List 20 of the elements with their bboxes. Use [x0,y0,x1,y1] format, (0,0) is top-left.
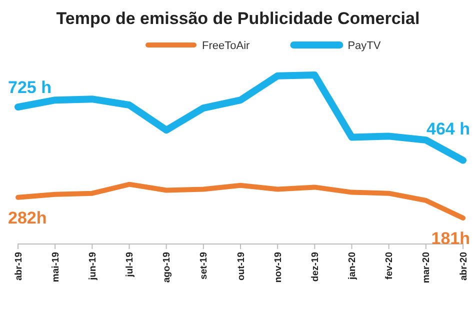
x-tick-label: mar-20 [421,252,432,284]
x-tick-label: jun-19 [87,252,98,281]
data-label: 181h [431,229,470,248]
x-tick-label: dez-19 [310,252,321,282]
data-label: 282h [8,208,47,228]
x-tick-label: out-19 [236,252,247,280]
legend-label: PayTV [348,40,382,52]
x-tick-label: nov-19 [272,252,284,283]
x-tick-label: jan-20 [347,252,358,280]
chart-title: Tempo de emissão de Publicidade Comercial [56,9,420,28]
x-tick-label: ago-19 [162,252,173,283]
x-tick-label: jul-19 [124,252,136,278]
x-tick-label: abr-19 [13,252,24,281]
x-tick-label: abr-20 [458,252,470,281]
legend-label: FreeToAir [202,40,250,52]
x-tick-label: fev-20 [384,252,396,280]
x-tick-label: mai-19 [50,252,62,282]
data-label: 725 h [8,78,52,98]
data-label: 464 h [426,119,470,138]
x-tick-label: set-19 [198,252,210,280]
